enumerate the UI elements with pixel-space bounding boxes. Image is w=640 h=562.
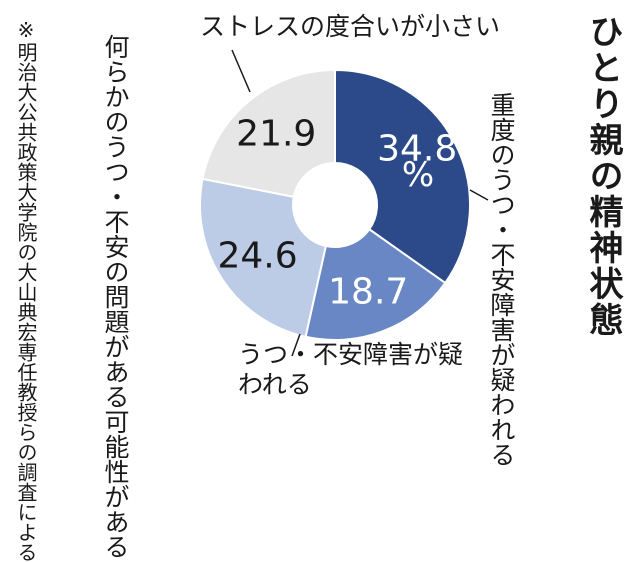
slice-possible bbox=[199, 177, 328, 338]
chart-title: ひとり親の精神状態 bbox=[583, 14, 623, 338]
leader-suspected bbox=[291, 333, 301, 357]
value-label-possible: 24.6 bbox=[217, 236, 297, 277]
value-label-low-stress: 21.9 bbox=[236, 114, 316, 155]
leader-severe bbox=[469, 189, 489, 201]
category-label-low-stress: ストレスの度合いが小さい bbox=[200, 12, 501, 41]
value-label-severe: 34.8 bbox=[377, 128, 457, 169]
category-label-possible: 何らかのうつ・不安の問題がある可能性がある bbox=[101, 34, 130, 559]
donut-chart: 34.8 18.7 24.6 21.9 % bbox=[199, 49, 489, 357]
leader-low-stress bbox=[231, 49, 251, 93]
slice-low-stress bbox=[201, 68, 336, 199]
slice-severe bbox=[334, 68, 471, 285]
slice-suspected bbox=[304, 227, 447, 341]
source-note: ※明治大公共政策大学院の大山典宏専任教授らの調査による bbox=[14, 18, 38, 562]
value-label-suspected: 18.7 bbox=[328, 271, 408, 312]
category-label-severe: 重度のうつ・不安障害が疑われる bbox=[487, 92, 516, 467]
category-label-suspected: うつ・不安障害が疑われる bbox=[238, 340, 464, 399]
unit-label: % bbox=[402, 155, 434, 195]
